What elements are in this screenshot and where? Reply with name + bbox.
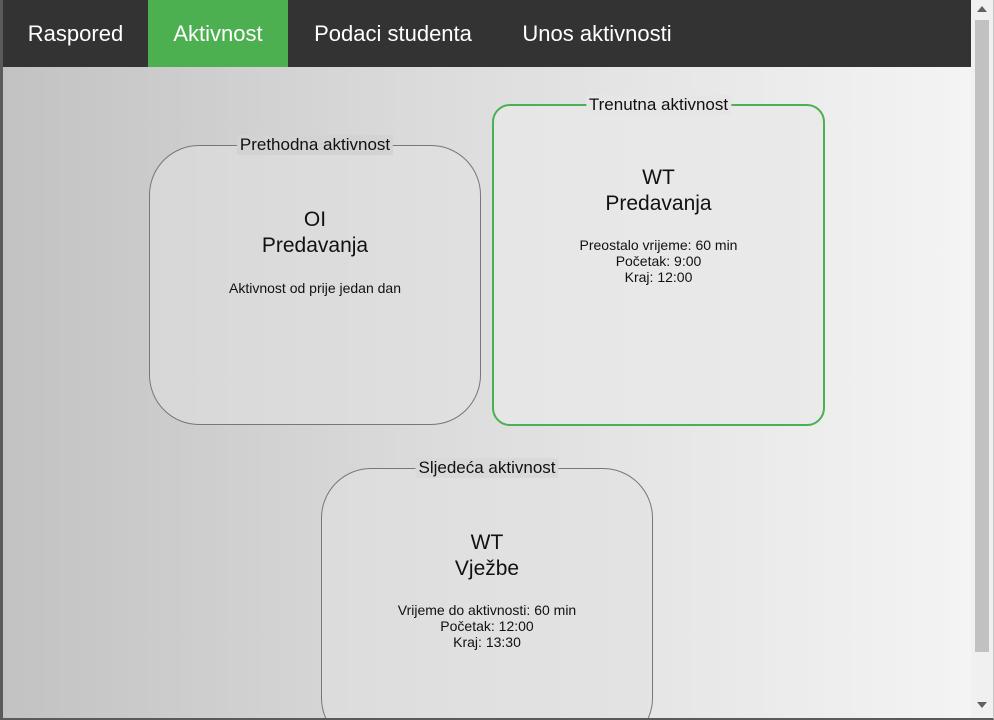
nav-item-unos-aktivnosti[interactable]: Unos aktivnosti [522,20,672,46]
current-activity-legend: Trenutna aktivnost [585,95,732,115]
nav-item-podaci-studenta[interactable]: Podaci studenta [314,20,472,46]
current-activity-type: Predavanja [605,192,712,215]
next-activity-time-until: Vrijeme do aktivnosti: 60 min [397,602,577,618]
next-activity-legend: Sljedeća aktivnost [415,458,559,478]
nav-item-raspored[interactable]: Raspored [27,20,124,46]
next-activity-subject: WT [470,531,504,554]
previous-activity-note: Aktivnost od prije jedan dan [229,280,401,296]
previous-activity-card: Prethodna aktivnost OI Predavanja Aktivn… [149,135,481,425]
previous-activity-type: Predavanja [261,234,369,257]
nav-item-aktivnost[interactable]: Aktivnost [148,0,288,67]
next-activity-type: Vježbe [454,557,520,580]
current-activity-start: Početak: 9:00 [615,253,702,269]
vertical-scrollbar[interactable] [971,0,993,718]
next-activity-end: Kraj: 13:30 [453,634,521,650]
current-activity-end: Kraj: 12:00 [624,269,693,285]
scroll-up-arrow-icon[interactable] [977,6,987,12]
next-activity-start: Početak: 12:00 [440,618,534,634]
top-navbar: Raspored Aktivnost Podaci studenta Unos … [3,0,971,67]
current-activity-remaining: Preostalo vrijeme: 60 min [579,237,738,253]
current-activity-card: Trenutna aktivnost WT Predavanja Preosta… [492,95,825,426]
previous-activity-legend: Prethodna aktivnost [236,135,394,155]
scroll-down-arrow-icon[interactable] [977,702,987,708]
scrollbar-thumb[interactable] [975,20,989,652]
next-activity-card: Sljedeća aktivnost WT Vježbe Vrijeme do … [321,458,653,718]
current-activity-subject: WT [642,166,675,189]
previous-activity-subject: OI [303,208,327,231]
activity-content: Prethodna aktivnost OI Predavanja Aktivn… [3,67,971,718]
